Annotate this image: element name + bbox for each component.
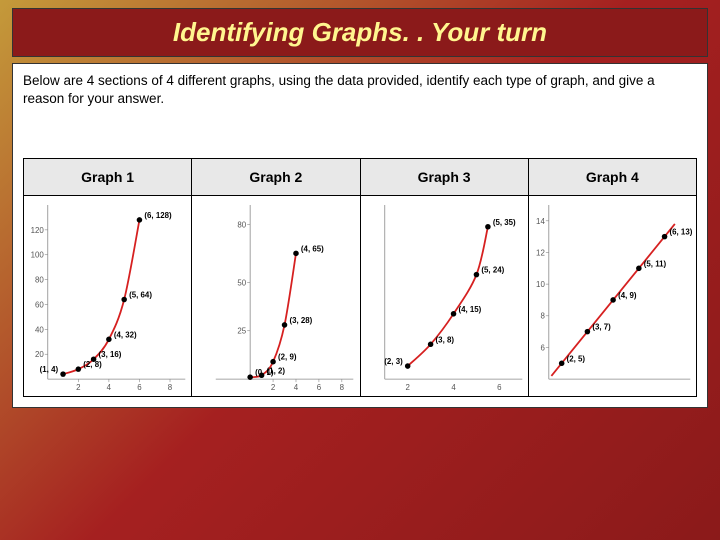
svg-text:20: 20 xyxy=(35,351,44,360)
svg-text:(1, 2): (1, 2) xyxy=(267,367,286,376)
svg-text:(6, 128): (6, 128) xyxy=(144,211,172,220)
svg-text:80: 80 xyxy=(35,276,44,285)
svg-text:8: 8 xyxy=(540,312,545,321)
svg-text:(6, 13): (6, 13) xyxy=(669,228,692,237)
svg-text:50: 50 xyxy=(238,279,247,288)
svg-text:8: 8 xyxy=(168,383,173,392)
svg-text:(5, 24): (5, 24) xyxy=(481,266,504,275)
svg-text:6: 6 xyxy=(317,383,322,392)
svg-text:6: 6 xyxy=(540,344,545,353)
svg-text:(3, 8): (3, 8) xyxy=(435,336,454,345)
svg-text:(2, 9): (2, 9) xyxy=(278,353,297,362)
svg-text:8: 8 xyxy=(340,383,345,392)
page-title: Identifying Graphs. . Your turn xyxy=(173,17,547,47)
svg-text:(5, 35): (5, 35) xyxy=(492,218,515,227)
svg-text:2: 2 xyxy=(271,383,275,392)
graph-table: Graph 1 Graph 2 Graph 3 Graph 4 20 40 60 80… xyxy=(23,158,697,397)
svg-text:80: 80 xyxy=(238,221,247,230)
svg-text:(2, 3): (2, 3) xyxy=(384,358,403,367)
svg-text:60: 60 xyxy=(35,301,44,310)
svg-text:(4, 65): (4, 65) xyxy=(301,245,324,254)
svg-text:(4, 9): (4, 9) xyxy=(618,291,637,300)
graph-4-cell: 6 8 10 12 14 (2, 5) (3, 7) (4, 9) (5, 11) (6, 13) xyxy=(531,198,694,394)
header-graph-1: Graph 1 xyxy=(24,159,192,196)
svg-text:(3, 28): (3, 28) xyxy=(290,316,313,325)
svg-text:(1, 4): (1, 4) xyxy=(40,366,59,375)
svg-text:(3, 16): (3, 16) xyxy=(99,351,122,360)
svg-text:6: 6 xyxy=(137,383,142,392)
instructions-text: Below are 4 sections of 4 different grap… xyxy=(23,72,697,108)
svg-text:(3, 7): (3, 7) xyxy=(592,323,611,332)
svg-text:100: 100 xyxy=(31,251,45,260)
svg-text:(5, 64): (5, 64) xyxy=(129,291,152,300)
svg-text:4: 4 xyxy=(451,383,456,392)
svg-text:40: 40 xyxy=(35,326,44,335)
svg-text:12: 12 xyxy=(536,249,545,258)
svg-text:(5, 11): (5, 11) xyxy=(644,260,667,269)
svg-text:4: 4 xyxy=(107,383,112,392)
content-panel: Below are 4 sections of 4 different grap… xyxy=(12,63,708,408)
svg-text:25: 25 xyxy=(238,327,247,336)
title-bar: Identifying Graphs. . Your turn xyxy=(12,8,708,57)
graph-1-cell: 204060801001202468(1, 4)(2, 8)(3, 16)(4,… xyxy=(26,198,189,394)
graph-3-cell: 2 4 6 (2, 3) (3, 8) (4, 15) (5, 24) (5, 35) xyxy=(363,198,526,394)
table-header-row: Graph 1 Graph 2 Graph 3 Graph 4 xyxy=(24,159,697,196)
graph-2-cell: 2550802468(0, 1)(1, 2)(2, 9)(3, 28)(4, 6… xyxy=(194,198,357,394)
table-graph-row: 204060801001202468(1, 4)(2, 8)(3, 16)(4,… xyxy=(24,196,697,397)
svg-text:(4, 32): (4, 32) xyxy=(114,331,137,340)
header-graph-4: Graph 4 xyxy=(528,159,696,196)
svg-text:10: 10 xyxy=(536,281,545,290)
svg-text:4: 4 xyxy=(294,383,299,392)
header-graph-3: Graph 3 xyxy=(360,159,528,196)
header-graph-2: Graph 2 xyxy=(192,159,360,196)
svg-text:120: 120 xyxy=(31,226,45,235)
svg-text:(4, 15): (4, 15) xyxy=(458,305,481,314)
svg-text:2: 2 xyxy=(405,383,409,392)
svg-text:(2, 5): (2, 5) xyxy=(566,355,585,364)
svg-text:6: 6 xyxy=(497,383,502,392)
svg-text:14: 14 xyxy=(536,217,545,226)
svg-text:2: 2 xyxy=(76,383,80,392)
